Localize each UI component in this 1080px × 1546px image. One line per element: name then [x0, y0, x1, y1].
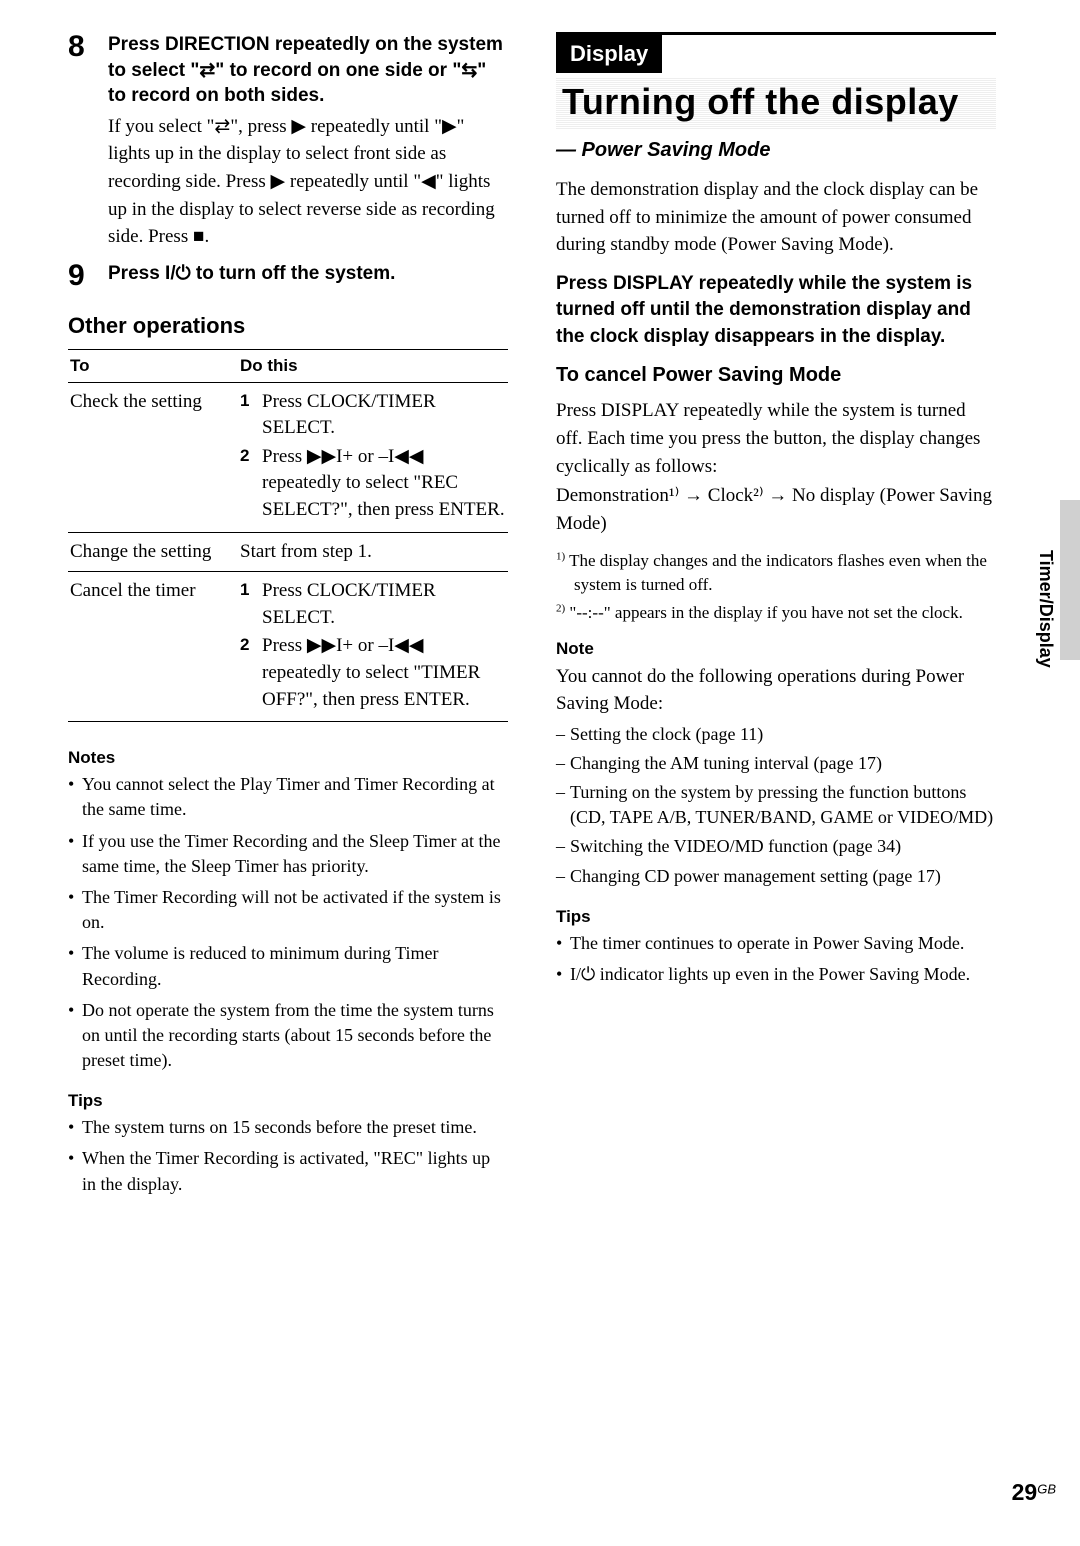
table-row: Cancel the timer 1Press CLOCK/TIMER SELE…: [68, 572, 508, 722]
tips-heading: Tips: [68, 1091, 508, 1111]
note-item: The volume is reduced to minimum during …: [68, 941, 508, 991]
op-do: 1Press CLOCK/TIMER SELECT. 2Press ▶▶I+ o…: [238, 382, 508, 532]
notes-heading: Notes: [68, 748, 508, 768]
bold-instruction: Press DISPLAY repeatedly while the syste…: [556, 271, 996, 351]
col-to: To: [68, 349, 238, 382]
tip-item: The timer continues to operate in Power …: [556, 931, 996, 956]
dash-item: Changing the AM tuning interval (page 17…: [556, 751, 996, 776]
dash-item: Turning on the system by pressing the fu…: [556, 780, 996, 830]
subtitle: — Power Saving Mode: [556, 139, 996, 162]
tips-heading-right: Tips: [556, 907, 996, 927]
tips-list-right: The timer continues to operate in Power …: [556, 931, 996, 987]
table-row: Check the setting 1Press CLOCK/TIMER SEL…: [68, 382, 508, 532]
note-item: You cannot select the Play Timer and Tim…: [68, 772, 508, 822]
dash-item: Changing CD power management setting (pa…: [556, 864, 996, 889]
footnote: 2) "--:--" appears in the display if you…: [556, 601, 996, 625]
side-label: Timer/Display: [1035, 550, 1056, 668]
note-dash-list: Setting the clock (page 11) Changing the…: [556, 722, 996, 889]
step-9: 9 Press I/⏻ to turn off the system.: [68, 261, 508, 291]
op-do: 1Press CLOCK/TIMER SELECT. 2Press ▶▶I+ o…: [238, 572, 508, 722]
note-item: The Timer Recording will not be activate…: [68, 885, 508, 935]
side-tab: [1060, 500, 1080, 660]
step-number: 8: [68, 32, 94, 251]
note-item: Do not operate the system from the time …: [68, 998, 508, 1074]
tips-list: The system turns on 15 seconds before th…: [68, 1115, 508, 1197]
tip-item: The system turns on 15 seconds before th…: [68, 1115, 508, 1140]
note-intro: You cannot do the following operations d…: [556, 663, 996, 718]
step-heading: Press I/⏻ to turn off the system.: [108, 261, 508, 287]
tip-item: When the Timer Recording is activated, "…: [68, 1146, 508, 1196]
note-heading: Note: [556, 639, 996, 659]
tip-item: I/⏻ indicator lights up even in the Powe…: [556, 962, 996, 987]
dash-item: Switching the VIDEO/MD function (page 34…: [556, 834, 996, 859]
op-to: Check the setting: [68, 382, 238, 532]
dash-item: Setting the clock (page 11): [556, 722, 996, 747]
op-to: Cancel the timer: [68, 572, 238, 722]
operations-table: To Do this Check the setting 1Press CLOC…: [68, 349, 508, 723]
other-operations-heading: Other operations: [68, 313, 508, 339]
cancel-heading: To cancel Power Saving Mode: [556, 364, 996, 387]
step-paragraph: If you select "⇄", press ▶ repeatedly un…: [108, 113, 508, 251]
table-row: Change the setting Start from step 1.: [68, 532, 508, 572]
page-number: 29GB: [1012, 1479, 1056, 1506]
display-section-bar: Display: [556, 32, 996, 73]
cancel-para: Press DISPLAY repeatedly while the syste…: [556, 397, 996, 480]
display-label: Display: [556, 35, 662, 73]
intro-paragraph: The demonstration display and the clock …: [556, 176, 996, 259]
step-8: 8 Press DIRECTION repeatedly on the syst…: [68, 32, 508, 251]
note-item: If you use the Timer Recording and the S…: [68, 829, 508, 879]
footnote: 1) The display changes and the indicator…: [556, 549, 996, 597]
op-do: Start from step 1.: [238, 532, 508, 572]
step-heading: Press DIRECTION repeatedly on the system…: [108, 32, 508, 109]
step-number: 9: [68, 261, 94, 291]
big-title: Turning off the display: [556, 77, 996, 129]
cancel-sequence: Demonstration¹⁾ → Clock²⁾ → No display (…: [556, 482, 996, 537]
notes-list: You cannot select the Play Timer and Tim…: [68, 772, 508, 1073]
col-do: Do this: [238, 349, 508, 382]
op-to: Change the setting: [68, 532, 238, 572]
